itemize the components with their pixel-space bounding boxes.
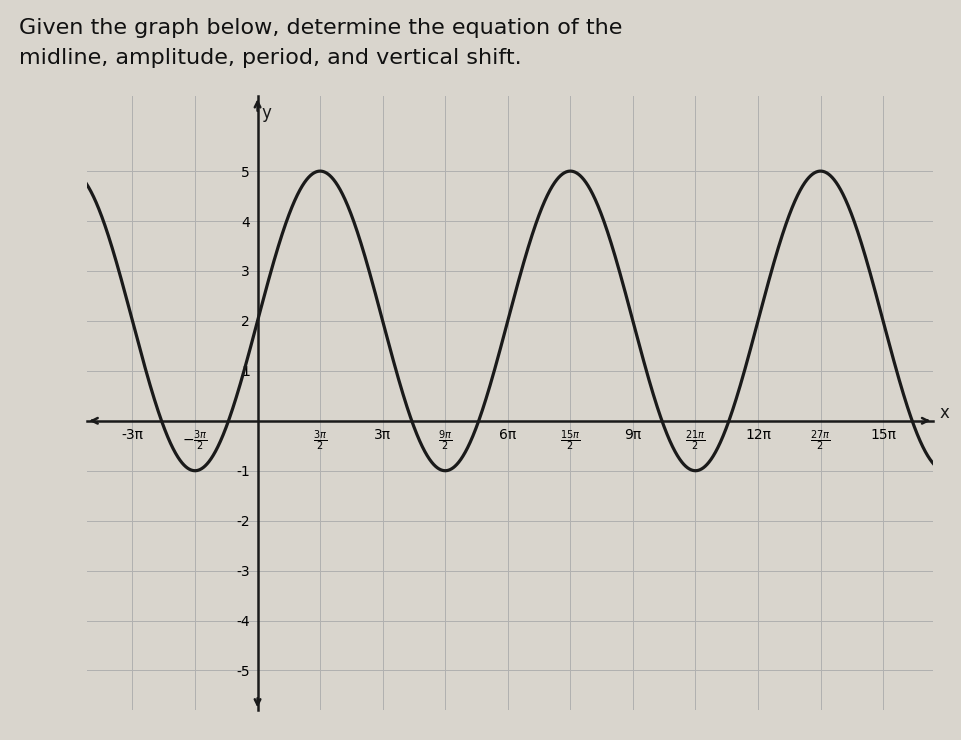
Text: y: y: [260, 104, 271, 121]
Text: midline, amplitude, period, and vertical shift.: midline, amplitude, period, and vertical…: [19, 48, 521, 68]
Text: Given the graph below, determine the equation of the: Given the graph below, determine the equ…: [19, 18, 622, 38]
Text: x: x: [939, 404, 949, 423]
